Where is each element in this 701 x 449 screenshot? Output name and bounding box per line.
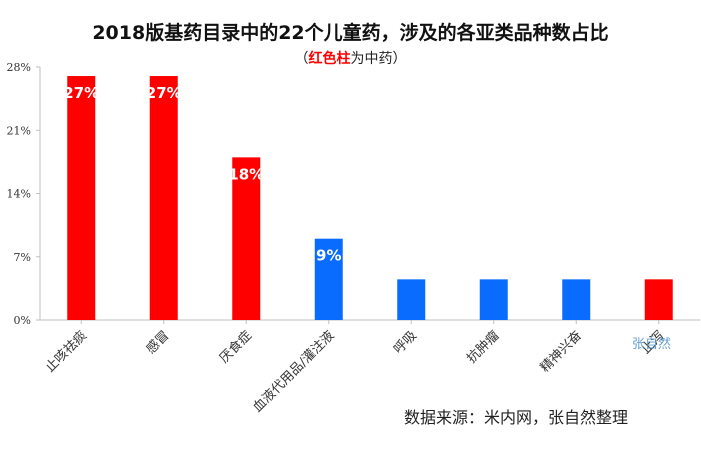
y-tick-label: 7% xyxy=(14,251,31,264)
bar xyxy=(149,76,178,321)
chart-title: 2018版基药目录中的22个儿童药，涉及的各亚类品种数占比 xyxy=(92,22,609,44)
category-label: 感冒 xyxy=(143,328,173,358)
bar xyxy=(67,76,96,321)
y-tick-label: 28% xyxy=(7,61,31,74)
category-label: 血液代用品/灌注液 xyxy=(250,328,337,415)
subtitle-rest: 为中药 xyxy=(350,51,393,67)
chart-subtitle: （红色柱为中药） xyxy=(0,48,701,68)
source-note: 数据来源：米内网，张自然整理 xyxy=(404,408,629,427)
category-label: 厌食症 xyxy=(216,328,255,367)
category-label: 止咳祛痰 xyxy=(42,328,90,376)
bar xyxy=(562,279,591,320)
bar xyxy=(644,279,673,320)
subtitle-open: （ xyxy=(294,51,309,67)
bar xyxy=(232,157,261,320)
data-label: 27% xyxy=(146,84,182,102)
bar xyxy=(314,238,343,320)
data-label: 18% xyxy=(228,165,264,183)
bar xyxy=(397,279,426,320)
watermark: 张自然 xyxy=(632,337,672,352)
y-tick-label: 0% xyxy=(14,314,31,327)
subtitle-close: ） xyxy=(392,51,407,67)
data-label: 27% xyxy=(63,84,99,102)
bar xyxy=(479,279,508,320)
category-label: 精神兴奋 xyxy=(538,328,585,375)
y-tick-label: 14% xyxy=(7,188,31,201)
data-label: 9% xyxy=(316,247,341,265)
category-label: 抗肿瘤 xyxy=(464,328,503,367)
y-tick-label: 21% xyxy=(7,124,31,137)
subtitle-highlight: 红色柱 xyxy=(308,51,351,67)
category-label: 呼吸 xyxy=(391,328,420,357)
